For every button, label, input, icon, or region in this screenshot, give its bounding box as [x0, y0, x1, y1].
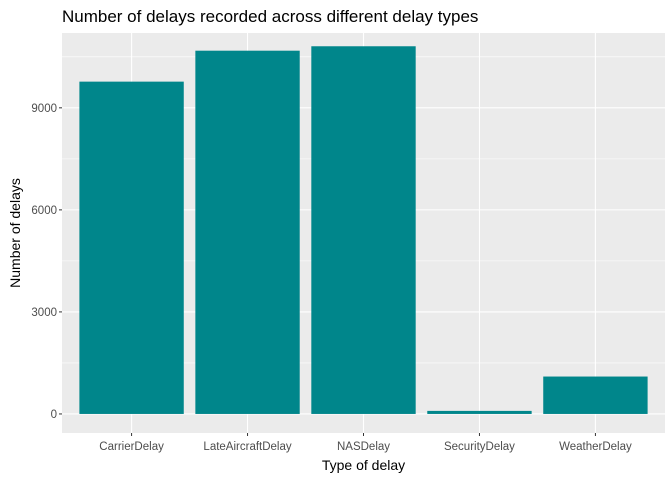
x-tick-label: SecurityDelay	[444, 441, 515, 453]
x-axis: CarrierDelay LateAircraftDelay NASDelay Sec…	[99, 433, 632, 453]
bars	[79, 46, 648, 414]
bar-WeatherDelay	[543, 376, 648, 414]
x-tick-label: WeatherDelay	[559, 441, 632, 453]
y-tick-label: 6000	[31, 205, 57, 217]
y-tick-label: 0	[51, 409, 57, 421]
bar-NASDelay	[311, 46, 416, 414]
bar-LateAircraftDelay	[195, 50, 300, 414]
x-axis-title: Type of delay	[322, 457, 405, 473]
chart-title: Number of delays recorded across differe…	[62, 7, 479, 26]
x-tick-label: CarrierDelay	[99, 441, 164, 453]
bar-SecurityDelay	[427, 410, 532, 414]
bar-CarrierDelay	[79, 81, 184, 414]
y-tick-label: 3000	[31, 307, 57, 319]
y-axis-title: Number of delays	[7, 178, 23, 288]
x-tick-label: LateAircraftDelay	[203, 441, 291, 453]
x-tick-label: NASDelay	[337, 441, 390, 453]
y-tick-label: 9000	[31, 103, 57, 115]
y-axis: 0 3000 6000 9000	[31, 103, 62, 421]
